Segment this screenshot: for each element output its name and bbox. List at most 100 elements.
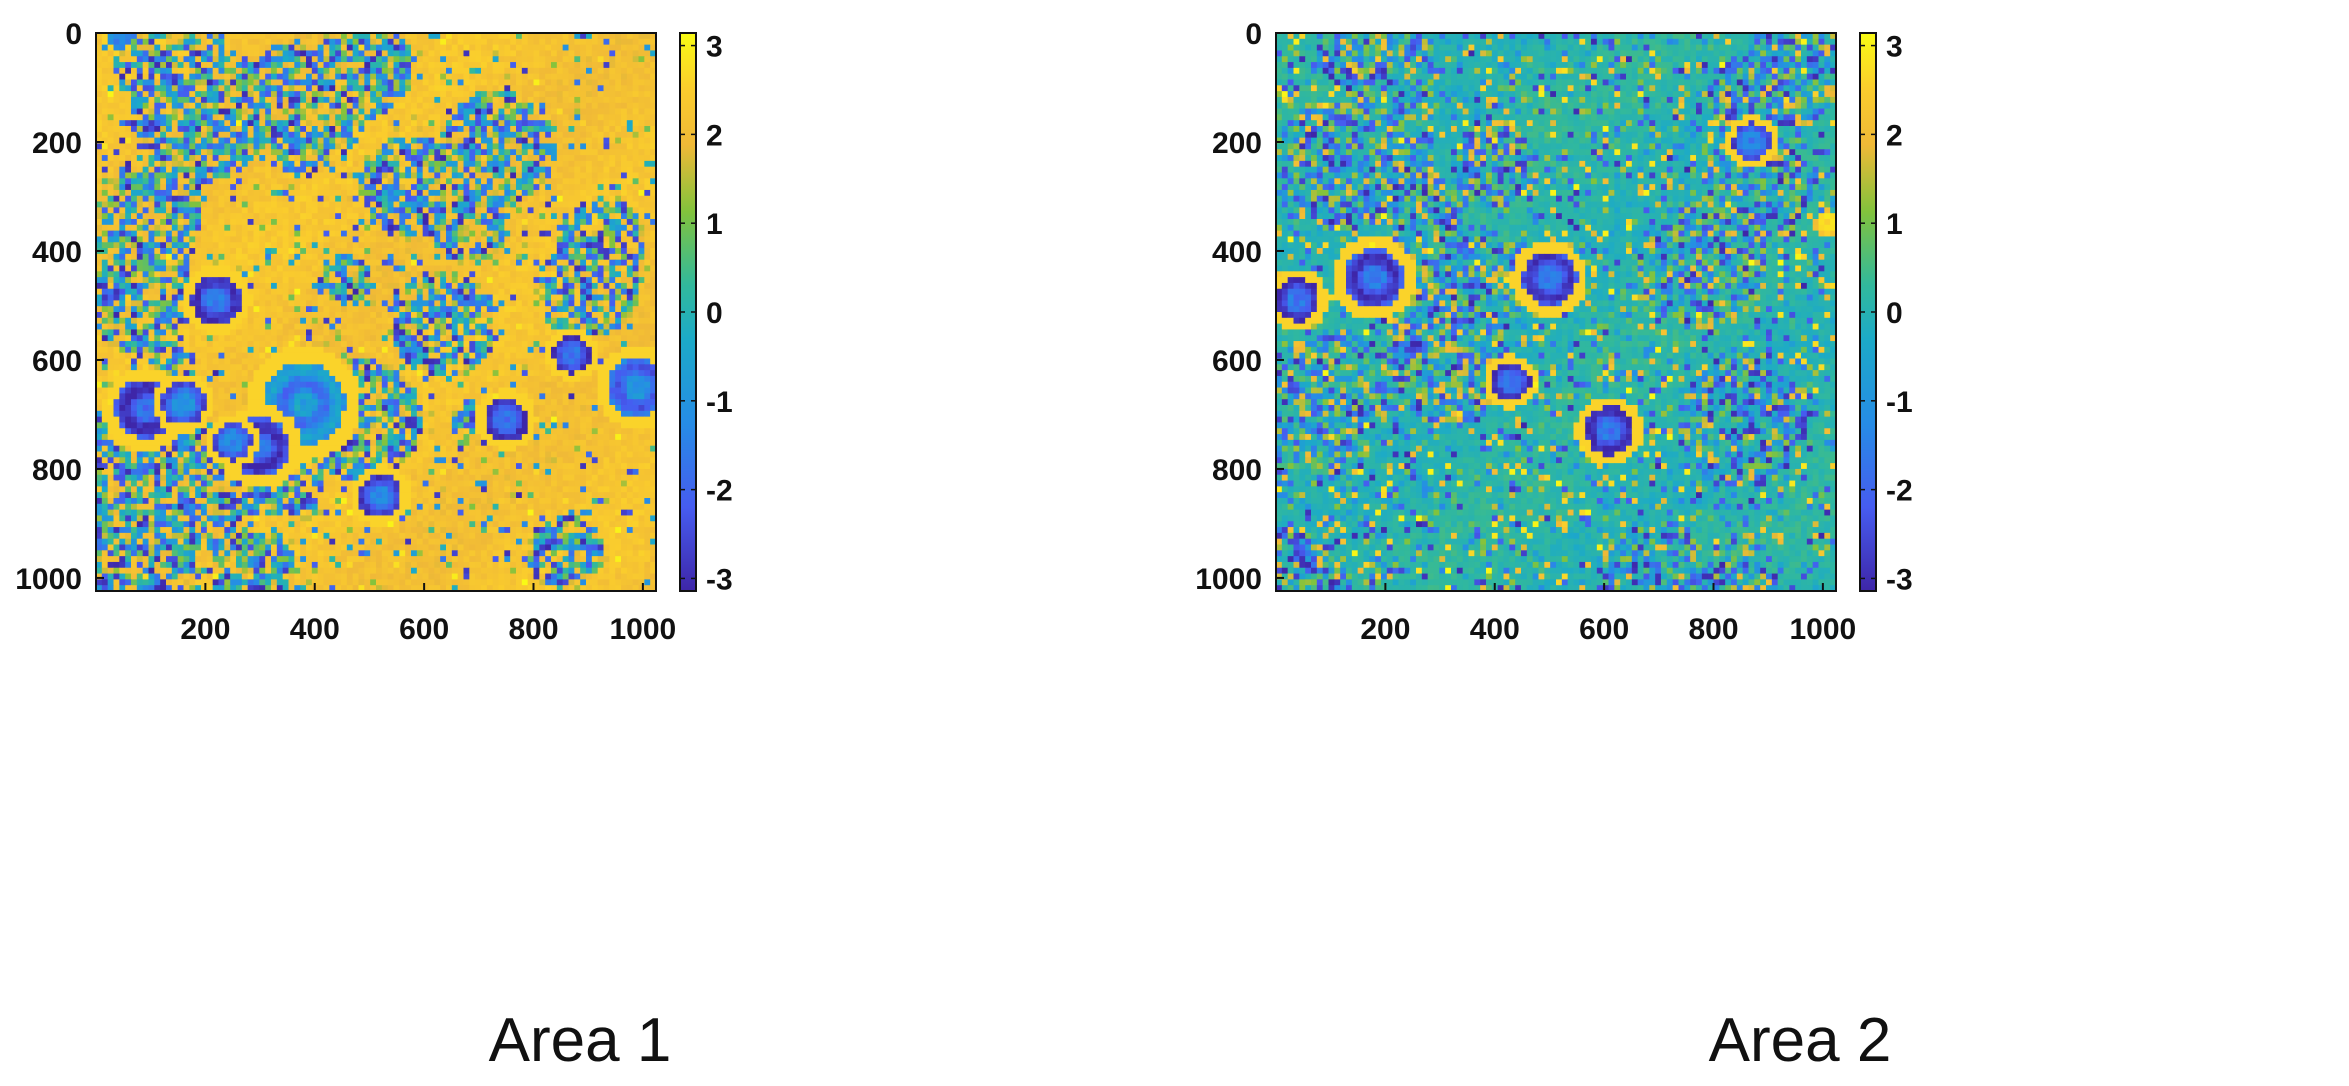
heatmap-cell [113, 282, 120, 290]
heatmap-cell [189, 102, 196, 109]
heatmap-cell [469, 108, 476, 115]
heatmap-cell [294, 102, 301, 109]
heatmap-cell [457, 294, 464, 301]
heatmap-cell [615, 126, 622, 133]
heatmap-cell [195, 160, 202, 168]
heatmap-cell [218, 242, 225, 249]
heatmap-cell [201, 62, 208, 69]
heatmap-cell [562, 178, 569, 185]
heatmap-cell [288, 236, 295, 243]
heatmap-cell [516, 201, 523, 208]
heatmap-cell [212, 259, 219, 266]
heatmap-cell [597, 323, 604, 330]
heatmap-cell [236, 236, 243, 243]
heatmap-cell [434, 85, 441, 92]
heatmap-cell [381, 201, 389, 208]
heatmap-cell [160, 236, 167, 243]
heatmap-cell [416, 184, 424, 191]
heatmap-cell [469, 44, 476, 51]
heatmap-cell [195, 67, 202, 75]
heatmap-cell [510, 306, 517, 313]
heatmap-cell [317, 207, 324, 214]
heatmap-cell [212, 172, 219, 179]
heatmap-cell [131, 253, 138, 261]
heatmap-cell [136, 242, 144, 249]
heatmap-cell [317, 102, 324, 109]
heatmap-cell [236, 288, 243, 295]
heatmap-cell [405, 178, 412, 185]
heatmap-cell [457, 50, 464, 57]
heatmap-cell [364, 277, 371, 284]
heatmap-cell [364, 236, 371, 243]
heatmap-cell [463, 184, 470, 191]
heatmap-cell [387, 131, 394, 139]
heatmap-cell [603, 201, 610, 208]
heatmap-cell [539, 33, 546, 40]
heatmap-cell [492, 253, 499, 261]
heatmap-cell [650, 96, 657, 104]
heatmap-cell [346, 207, 354, 214]
heatmap-cell [300, 114, 307, 121]
heatmap-cell [265, 300, 272, 307]
heatmap-cell [300, 277, 307, 284]
heatmap-cell [177, 265, 184, 272]
heatmap-cell [300, 137, 307, 144]
heatmap-cell [341, 137, 348, 144]
heatmap-cell [358, 155, 365, 162]
heatmap-cell [224, 102, 231, 109]
heatmap-cell [125, 195, 132, 202]
heatmap-cell [247, 38, 254, 46]
heatmap-cell [288, 184, 295, 191]
heatmap-cell [218, 102, 225, 109]
heatmap-cell [381, 189, 389, 197]
heatmap-cell [148, 271, 155, 278]
heatmap-cell [615, 189, 622, 197]
heatmap-cell [428, 224, 435, 232]
heatmap-cell [183, 172, 190, 179]
heatmap-cell [422, 207, 429, 214]
heatmap-cell [177, 248, 184, 255]
heatmap-cell [644, 33, 651, 40]
heatmap-cell [131, 207, 138, 214]
heatmap-cell [650, 91, 657, 98]
heatmap-cell [370, 184, 377, 191]
heatmap-cell [241, 265, 249, 272]
heatmap-cell [486, 102, 494, 109]
heatmap-cell [160, 102, 167, 109]
heatmap-cell [201, 79, 208, 86]
heatmap-cell [329, 166, 336, 173]
heatmap-cell [556, 277, 564, 284]
heatmap-cell [527, 189, 534, 197]
heatmap-cell [451, 137, 459, 144]
heatmap-cell [119, 288, 126, 295]
heatmap-cell [638, 50, 645, 57]
heatmap-cell [556, 224, 564, 232]
heatmap-cell [533, 131, 540, 139]
heatmap-cell [335, 265, 342, 272]
heatmap-cell [253, 160, 260, 168]
heatmap-cell [171, 160, 179, 168]
heatmap-cell [113, 259, 120, 266]
heatmap-cell [644, 224, 651, 232]
heatmap-cell [615, 329, 622, 336]
heatmap-cell [206, 277, 214, 284]
heatmap-cell [422, 126, 429, 133]
heatmap-cell [247, 166, 254, 173]
heatmap-cell [218, 248, 225, 255]
heatmap-cell [341, 242, 348, 249]
heatmap-cell [562, 207, 569, 214]
heatmap-cell [189, 96, 196, 104]
heatmap-cell [399, 91, 406, 98]
heatmap-cell [171, 108, 179, 115]
heatmap-cell [416, 56, 424, 63]
heatmap-cell [259, 131, 266, 139]
heatmap-cell [311, 62, 319, 69]
heatmap-cell [259, 329, 266, 336]
heatmap-cell [638, 91, 645, 98]
heatmap-cell [253, 62, 260, 69]
heatmap-cell [440, 56, 447, 63]
heatmap-cell [364, 306, 371, 313]
heatmap-cell [346, 172, 354, 179]
heatmap-cell [230, 166, 237, 173]
heatmap-cell [265, 329, 272, 336]
